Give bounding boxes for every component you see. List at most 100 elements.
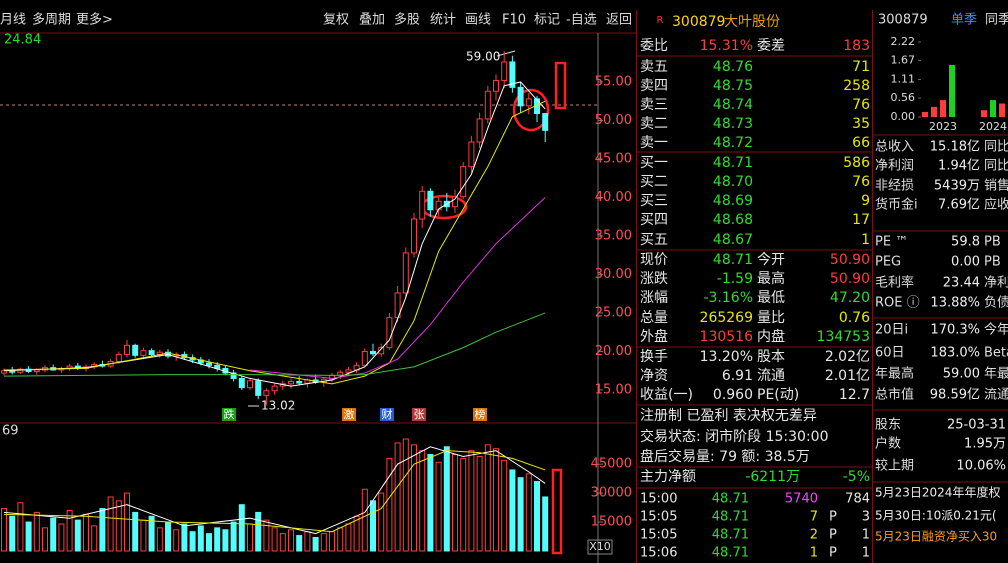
toolbar-button[interactable]: F10	[502, 13, 526, 28]
tick-flag: P	[829, 510, 837, 525]
field-label: 股东	[875, 418, 901, 433]
toolbar-button[interactable]: -自选	[566, 13, 597, 28]
field-value: 10.06%	[956, 459, 1006, 474]
status-text: 交易状态: 闭市阶段 15:30:00	[640, 428, 829, 445]
ma-line	[3, 81, 546, 387]
note: 5月30日:10派0.21元(	[875, 509, 997, 523]
field-label: 卖五	[640, 59, 668, 75]
field-label: 内盘	[757, 328, 785, 345]
volume-bar	[312, 536, 319, 552]
candle-body	[263, 390, 270, 396]
volume-bar	[394, 442, 401, 552]
field-value: 586	[843, 155, 870, 171]
candle-body	[542, 113, 549, 131]
volume-bar	[329, 531, 335, 552]
candle-body	[427, 190, 434, 211]
field-label: 毛利率	[875, 275, 914, 291]
volume-bar	[83, 513, 89, 552]
toolbar-button[interactable]: 画线	[465, 13, 491, 28]
tab[interactable]: 单季	[951, 13, 977, 28]
field-value: 6.91	[722, 368, 753, 384]
low-label: 13.02	[261, 399, 295, 413]
field-value: 48.69	[713, 193, 753, 209]
signal-label: 张	[414, 408, 425, 421]
note: 5月23日融资净买入30	[875, 530, 997, 544]
candle-body	[517, 86, 524, 107]
candle-body	[419, 190, 426, 220]
toolbar-button[interactable]: 叠加	[359, 13, 385, 28]
volume-bar	[132, 511, 139, 552]
field-label: 净利	[984, 276, 1008, 291]
signal-box	[473, 408, 487, 421]
volume-bar	[189, 531, 196, 552]
field-label: 同比	[984, 159, 1008, 174]
volume-bar	[288, 529, 294, 552]
field-label: 买二	[640, 174, 668, 190]
volume-bar	[411, 444, 417, 552]
field-label: 换手	[640, 348, 668, 365]
tick-price: 48.71	[712, 510, 749, 525]
tick-time: 15:00	[640, 492, 677, 507]
volume-bar	[33, 511, 40, 552]
field-label: 销售	[984, 178, 1008, 194]
field-label: 货币金i	[875, 197, 918, 213]
toolbar-button[interactable]: 多股	[394, 12, 420, 28]
y-tick-label: 20.00	[595, 344, 632, 359]
field-value: 13.20%	[700, 349, 753, 365]
volume-bar	[361, 488, 368, 552]
volume-bar	[124, 492, 130, 552]
field-value: 15.31%	[700, 38, 753, 54]
candle-body	[140, 350, 147, 356]
field-label: 涨幅	[640, 290, 668, 306]
field-value: 183	[843, 38, 870, 54]
field-label: 卖四	[640, 78, 668, 94]
y-tick-label: 40.00	[595, 190, 632, 205]
field-value: 0.76	[839, 310, 870, 326]
field-label: 总市值	[875, 387, 914, 403]
tick-time: 15:06	[640, 546, 677, 561]
field-value: 1.95万	[964, 437, 1006, 452]
indicator-value: 24.84	[4, 33, 41, 48]
field-label: 同比	[984, 140, 1008, 155]
field-label: 外盘	[640, 328, 668, 345]
field-value: 48.75	[713, 78, 753, 94]
field-value: 9	[861, 193, 870, 209]
field-label: 年最高	[875, 366, 914, 382]
y-tick-label: 30.00	[595, 267, 632, 282]
field-value: 0.960	[713, 387, 753, 403]
tick-flag: P	[829, 546, 837, 561]
volume-bar	[468, 450, 475, 552]
bar	[931, 106, 937, 117]
y-tick-label: 1.11	[891, 73, 916, 86]
ma-line	[3, 446, 546, 535]
field-label: 主力净额	[640, 469, 696, 485]
x-tick-label: 2024	[979, 120, 1007, 133]
annotation-rect	[551, 468, 563, 555]
toolbar-button[interactable]: 复权	[323, 12, 349, 28]
toolbar-button[interactable]: 返回	[606, 13, 632, 28]
field-value: 48.68	[713, 212, 753, 228]
toolbar-button[interactable]: 标记	[534, 13, 560, 28]
signal-label: 跌	[224, 407, 235, 421]
volume-bar	[525, 473, 532, 552]
field-value: 59.00	[943, 367, 980, 382]
y-tick-label: 0.56	[891, 91, 916, 104]
candle-body	[124, 344, 130, 356]
field-label: 买三	[640, 193, 668, 209]
candle-body	[206, 362, 212, 366]
tab[interactable]: 同季	[985, 13, 1008, 28]
toolbar-button[interactable]: 统计	[430, 13, 456, 28]
y-tick-label: 15000	[591, 515, 632, 530]
candle-body	[115, 354, 122, 362]
field-value: 48.67	[713, 232, 753, 248]
candle-body	[1, 370, 7, 374]
candle-body	[509, 61, 516, 88]
candle-body	[411, 218, 417, 254]
tick-count: 1	[862, 528, 870, 543]
field-label: 流通	[757, 368, 785, 384]
field-label: PE ™	[875, 235, 908, 250]
field-value: 12.7	[839, 387, 870, 403]
candle-body	[460, 166, 467, 198]
volume-bar	[493, 448, 499, 552]
